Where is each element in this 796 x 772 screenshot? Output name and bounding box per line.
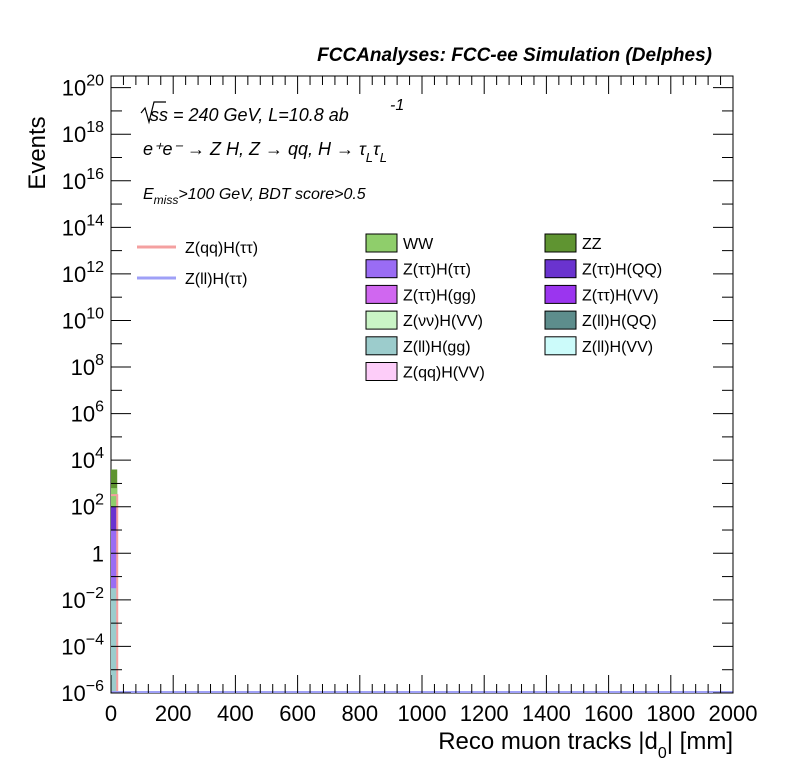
y-tick-label: 1020 (62, 73, 104, 101)
y-tick-label: 1012 (62, 259, 104, 287)
y-tick-label: 106 (71, 399, 104, 427)
x-tick-labels: 0 200 400 600 800 1000 1200 1400 1600 1800 2000 (105, 701, 758, 726)
plot-frame (110, 75, 734, 694)
y-tick-label: 1010 (62, 305, 104, 333)
legend-label: WW (403, 236, 434, 253)
sqrt-icon (140, 101, 166, 125)
legend-label: Z(ττ)H(QQ) (582, 262, 662, 279)
y-tick-label: 108 (71, 352, 104, 380)
legend-swatch (544, 336, 577, 356)
x-tick-label: 2000 (709, 701, 758, 726)
chart-title: FCCAnalyses: FCC-ee Simulation (Delphes) (317, 45, 712, 66)
legend-swatch (365, 336, 398, 356)
legend-label: Z(ll)H(gg) (403, 339, 471, 356)
legend-label: Z(νν)H(VV) (403, 313, 483, 330)
y-tick-label: 1018 (62, 119, 104, 147)
signal-legend: Z(qq)H(ττ) Z(ll)H(ττ) (137, 240, 258, 288)
y-tick-label: 102 (71, 492, 104, 520)
x-tick-label: 1600 (584, 701, 633, 726)
x-tick-label: 600 (279, 701, 316, 726)
legend-swatch (544, 310, 577, 330)
legend-swatch (544, 233, 577, 253)
x-tick-label: 1000 (398, 701, 447, 726)
x-tick-label: 200 (155, 701, 192, 726)
legend-swatch (365, 233, 398, 253)
axis-ticks (110, 76, 734, 694)
legend-swatch (544, 284, 577, 304)
annotation-process: e⁺e⁻ → Z H, Z → qq, H → τLτL (143, 139, 387, 165)
legend-swatch (365, 310, 398, 330)
y-tick-labels: 1020 1018 1016 1014 1012 1010 108 106 104 102 1 10−… (61, 73, 104, 706)
legend-swatch (365, 259, 398, 279)
legend-label: Z(ll)H(ττ) (185, 271, 247, 288)
y-tick-label: 10−6 (61, 678, 104, 706)
x-tick-label: 1800 (646, 701, 695, 726)
legend-label: ZZ (582, 236, 602, 253)
legend-label: Z(ll)H(VV) (582, 339, 653, 356)
signal-lines (111, 494, 733, 693)
legend-label: Z(ττ)H(VV) (582, 287, 659, 304)
y-tick-label: 1014 (62, 212, 104, 240)
x-tick-label: 0 (105, 701, 117, 726)
legend-label: Z(qq)H(ττ) (185, 240, 258, 257)
legend-label: Z(qq)H(VV) (403, 365, 485, 382)
svg-text:ss = 240 GeV, L=10.8 ab: ss = 240 GeV, L=10.8 ab (150, 105, 349, 125)
legend-swatch (365, 362, 398, 381)
legend-swatch (544, 259, 577, 279)
y-tick-label: 10−2 (61, 585, 104, 613)
legend-label: Z(ττ)H(gg) (403, 287, 476, 304)
legend-swatch (365, 284, 398, 304)
x-tick-label: 1200 (460, 701, 509, 726)
background-legend: WW ZZ Z(ττ)H(ττ) Z(ττ)H(QQ) Z(ττ)H(gg) Z(ττ)H… (365, 233, 662, 382)
y-tick-label: 1 (92, 541, 104, 566)
x-axis-title: Reco muon tracks |d0| [mm] (438, 728, 733, 762)
y-tick-label: 104 (71, 445, 104, 473)
y-tick-label: 1016 (62, 166, 104, 194)
legend-label: Z(ττ)H(ττ) (403, 262, 471, 279)
signal-line-z-qq-h- (111, 494, 119, 693)
bar-z-ll-h-gg- (111, 588, 118, 693)
annotation-cuts: Emiss>100 GeV, BDT score>0.5 (143, 186, 366, 207)
annotation-energy-lumi: s = 240 GeV, L=10.8 ab (159, 105, 349, 125)
legend-label: Z(ll)H(QQ) (582, 313, 657, 330)
x-tick-label: 400 (217, 701, 254, 726)
y-tick-label: 10−4 (61, 631, 104, 659)
annotation-sqrt-s: ss = 240 GeV, L=10.8 ab -1 (140, 97, 404, 125)
x-tick-label: 800 (341, 701, 378, 726)
annotation-lumi-exponent: -1 (390, 97, 404, 114)
y-axis-title: Events (24, 116, 51, 189)
x-tick-label: 1400 (522, 701, 571, 726)
